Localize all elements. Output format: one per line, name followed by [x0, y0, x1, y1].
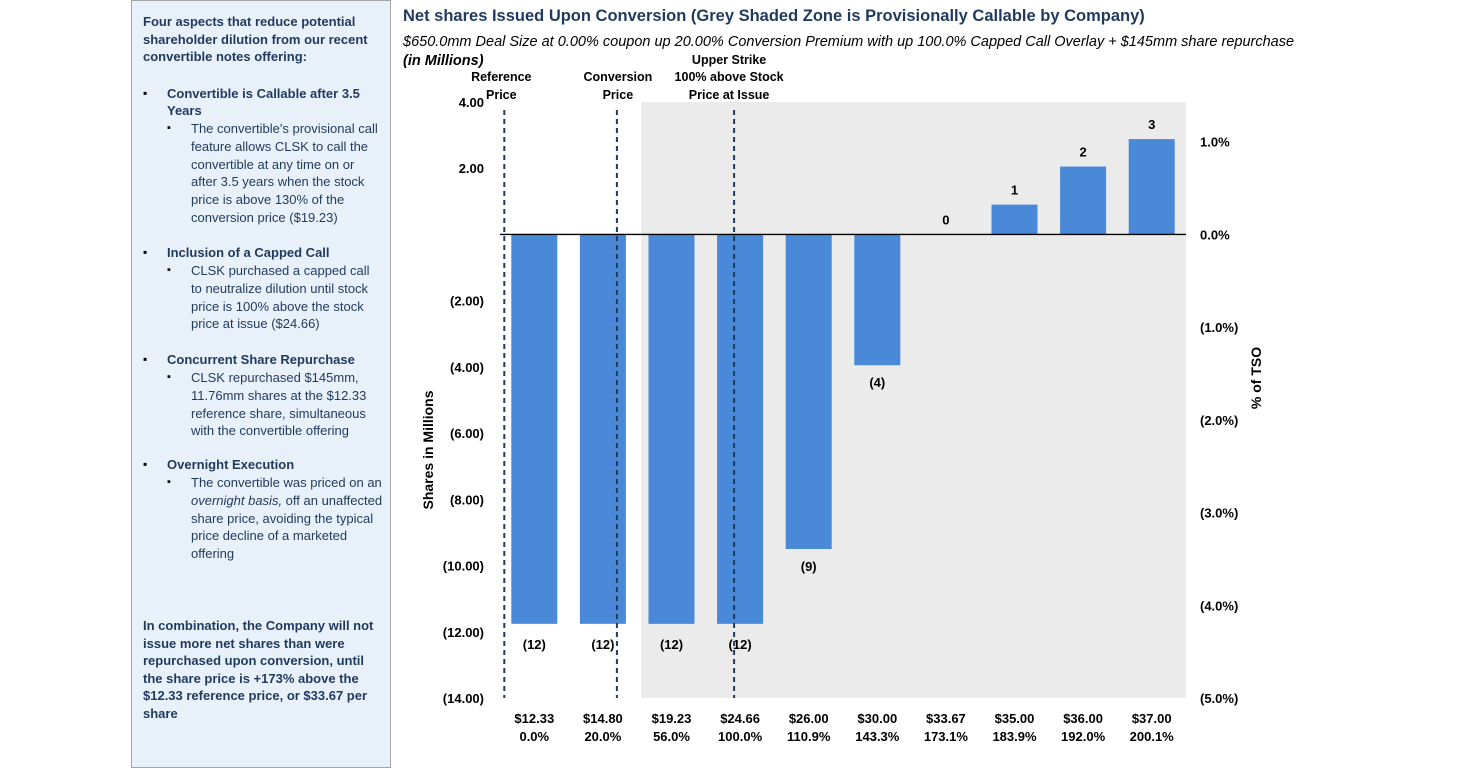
x-tick-label: $33.67 [926, 711, 966, 726]
y-tick-label: (8.00) [450, 492, 484, 507]
y-tick-label: 4.00 [459, 95, 484, 110]
x-tick-pct-label: 110.9% [787, 729, 831, 744]
section-body: The convertible's provisional call featu… [143, 120, 383, 227]
section-body: The convertible was priced on an overnig… [143, 474, 383, 563]
y-tick-label: (10.00) [443, 559, 484, 574]
section-overnight: Overnight Execution The convertible was … [143, 456, 383, 563]
chart-title: Net shares Issued Upon Conversion (Grey … [403, 7, 1145, 25]
section-title: Convertible is Callable after 3.5 Years [143, 85, 383, 119]
data-label: (9) [801, 559, 817, 574]
chart-unit: (in Millions) [403, 53, 484, 69]
section-callable: Convertible is Callable after 3.5 Years … [143, 85, 383, 227]
section-body: CLSK purchased a capped call to neutrali… [143, 262, 383, 333]
x-tick-label: $30.00 [857, 711, 897, 726]
x-tick-pct-label: 56.0% [653, 729, 690, 744]
x-tick-pct-label: 192.0% [1061, 729, 1106, 744]
y2-tick-label: 1.0% [1200, 135, 1230, 150]
x-tick-label: $37.00 [1132, 711, 1172, 726]
bar [854, 234, 901, 366]
chart-subtitle: $650.0mm Deal Size at 0.00% coupon up 20… [403, 34, 1295, 50]
x-tick-label: $24.66 [720, 711, 760, 726]
body-text: The convertible was priced on an [191, 475, 382, 490]
bar-chart: (12)$12.330.0%(12)$14.8020.0%(12)$19.235… [420, 53, 1264, 744]
data-label: 3 [1148, 117, 1155, 132]
x-tick-label: $26.00 [789, 711, 829, 726]
x-tick-pct-label: 200.1% [1130, 729, 1175, 744]
bar [991, 204, 1038, 235]
data-label: (4) [869, 375, 885, 390]
bar [717, 234, 764, 624]
y2-tick-label: (2.0%) [1200, 413, 1238, 428]
x-tick-pct-label: 20.0% [584, 729, 621, 744]
section-capped-call: Inclusion of a Capped Call CLSK purchase… [143, 244, 383, 333]
y-tick-label: (4.00) [450, 360, 484, 375]
body-italic: overnight basis, [191, 492, 283, 508]
bar [1128, 139, 1175, 235]
data-label: (12) [660, 637, 683, 652]
section-repurchase: Concurrent Share Repurchase CLSK repurch… [143, 351, 383, 440]
bar [648, 234, 695, 624]
x-tick-label: $12.33 [514, 711, 554, 726]
section-title: Overnight Execution [143, 456, 383, 473]
y2-tick-label: (3.0%) [1200, 506, 1238, 521]
data-label: (12) [729, 637, 752, 652]
section-title: Concurrent Share Repurchase [143, 351, 383, 368]
x-tick-label: $35.00 [995, 711, 1035, 726]
x-tick-pct-label: 100.0% [718, 729, 763, 744]
data-label: (12) [523, 637, 546, 652]
y2-axis-title: % of TSO [1248, 347, 1264, 409]
y-tick-label: (2.00) [450, 294, 484, 309]
y-tick-label: (6.00) [450, 426, 484, 441]
x-tick-pct-label: 143.3% [855, 729, 900, 744]
x-tick-pct-label: 183.9% [992, 729, 1037, 744]
y2-tick-label: (1.0%) [1200, 320, 1238, 335]
sidebar-conclusion: In combination, the Company will not iss… [143, 618, 374, 721]
data-label: 2 [1079, 145, 1086, 160]
bar [785, 234, 832, 549]
x-tick-label: $19.23 [652, 711, 692, 726]
body-text: off an unaffected share price, avoiding … [191, 492, 383, 562]
y2-tick-label: (5.0%) [1200, 691, 1238, 706]
reference-line-label: Conversion Price [584, 70, 653, 102]
section-title: Inclusion of a Capped Call [143, 244, 383, 261]
bar [511, 234, 558, 624]
y-tick-label: (14.00) [443, 691, 484, 706]
reference-line-label: Reference Price [471, 70, 531, 102]
y-axis-title: Shares in Millions [420, 390, 436, 509]
x-tick-label: $14.80 [583, 711, 623, 726]
x-tick-pct-label: 173.1% [924, 729, 969, 744]
y2-tick-label: 0.0% [1200, 227, 1230, 242]
y-tick-label: 2.00 [459, 161, 484, 176]
x-tick-pct-label: 0.0% [519, 729, 549, 744]
x-tick-label: $36.00 [1063, 711, 1103, 726]
y-tick-label: (12.00) [443, 625, 484, 640]
section-body: CLSK repurchased $145mm, 11.76mm shares … [143, 369, 383, 440]
y2-tick-label: (4.0%) [1200, 598, 1238, 613]
data-label: 0 [942, 212, 949, 227]
sidebar-intro: Four aspects that reduce potential share… [143, 14, 368, 64]
bar [1060, 166, 1107, 235]
sidebar-panel: Four aspects that reduce potential share… [131, 0, 391, 768]
bar [579, 234, 626, 624]
data-label: (12) [591, 637, 614, 652]
data-label: 1 [1011, 183, 1018, 198]
reference-line-label: Upper Strike 100% above Stock Price at Iss… [675, 53, 784, 102]
